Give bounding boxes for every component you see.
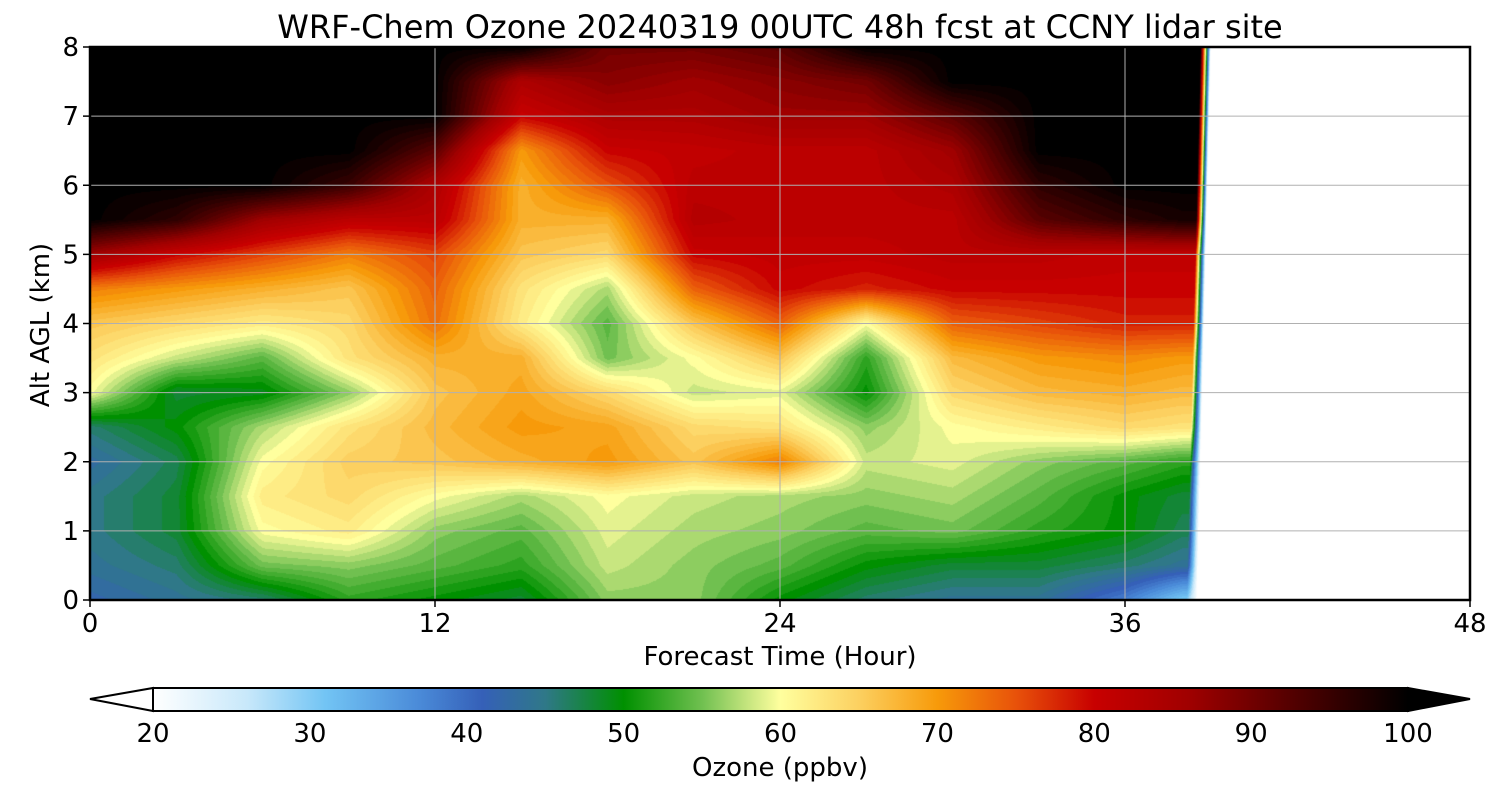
colorbar-tick-label: 20 bbox=[136, 719, 169, 749]
y-tick-label: 2 bbox=[62, 448, 79, 478]
colorbar-tick-label: 50 bbox=[607, 719, 640, 749]
colorbar-label: Ozone (ppbv) bbox=[692, 753, 868, 783]
x-tick-label: 36 bbox=[1108, 609, 1141, 639]
colorbar: 20 30 40 50 60 70 80 90 100 bbox=[89, 686, 1471, 749]
colorbar-tick-label: 30 bbox=[293, 719, 326, 749]
colorbar-extend-high bbox=[1407, 686, 1471, 713]
x-axis: 0 12 24 36 48 bbox=[82, 600, 1487, 639]
x-tick-label: 12 bbox=[418, 609, 451, 639]
x-axis-label: Forecast Time (Hour) bbox=[643, 642, 916, 672]
colorbar-tick-label: 40 bbox=[450, 719, 483, 749]
colorbar-extend-low bbox=[89, 686, 154, 713]
y-tick-label: 5 bbox=[62, 240, 79, 270]
y-tick-label: 0 bbox=[62, 586, 79, 616]
y-tick-label: 4 bbox=[62, 310, 79, 340]
colorbar-tick-label: 80 bbox=[1078, 719, 1111, 749]
chart-title: WRF-Chem Ozone 20240319 00UTC 48h fcst a… bbox=[277, 8, 1282, 46]
colorbar-ramp bbox=[152, 687, 1409, 712]
colorbar-tick-label: 70 bbox=[921, 719, 954, 749]
y-tick-label: 1 bbox=[62, 517, 79, 547]
x-tick-label: 0 bbox=[82, 609, 99, 639]
colorbar-tick-label: 60 bbox=[764, 719, 797, 749]
colorbar-tick-label: 90 bbox=[1235, 719, 1268, 749]
x-tick-label: 48 bbox=[1453, 609, 1486, 639]
x-tick-label: 24 bbox=[763, 609, 796, 639]
y-tick-label: 6 bbox=[62, 171, 79, 201]
y-tick-label: 3 bbox=[62, 379, 79, 409]
colorbar-tick-label: 100 bbox=[1383, 719, 1433, 749]
y-tick-label: 8 bbox=[62, 33, 79, 63]
y-axis-label: Alt AGL (km) bbox=[26, 243, 56, 407]
grid-lines bbox=[90, 47, 1470, 600]
y-tick-label: 7 bbox=[62, 102, 79, 132]
y-axis: 0 1 2 3 4 5 6 7 8 bbox=[62, 33, 90, 616]
